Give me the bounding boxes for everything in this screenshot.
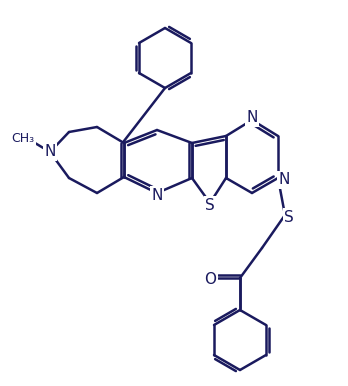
Text: N: N xyxy=(44,144,56,159)
Text: N: N xyxy=(151,188,163,203)
Text: S: S xyxy=(205,198,215,213)
Text: CH₃: CH₃ xyxy=(11,132,34,144)
Text: O: O xyxy=(204,273,216,288)
Text: S: S xyxy=(284,210,294,225)
Text: N: N xyxy=(246,110,258,125)
Text: N: N xyxy=(278,173,290,188)
